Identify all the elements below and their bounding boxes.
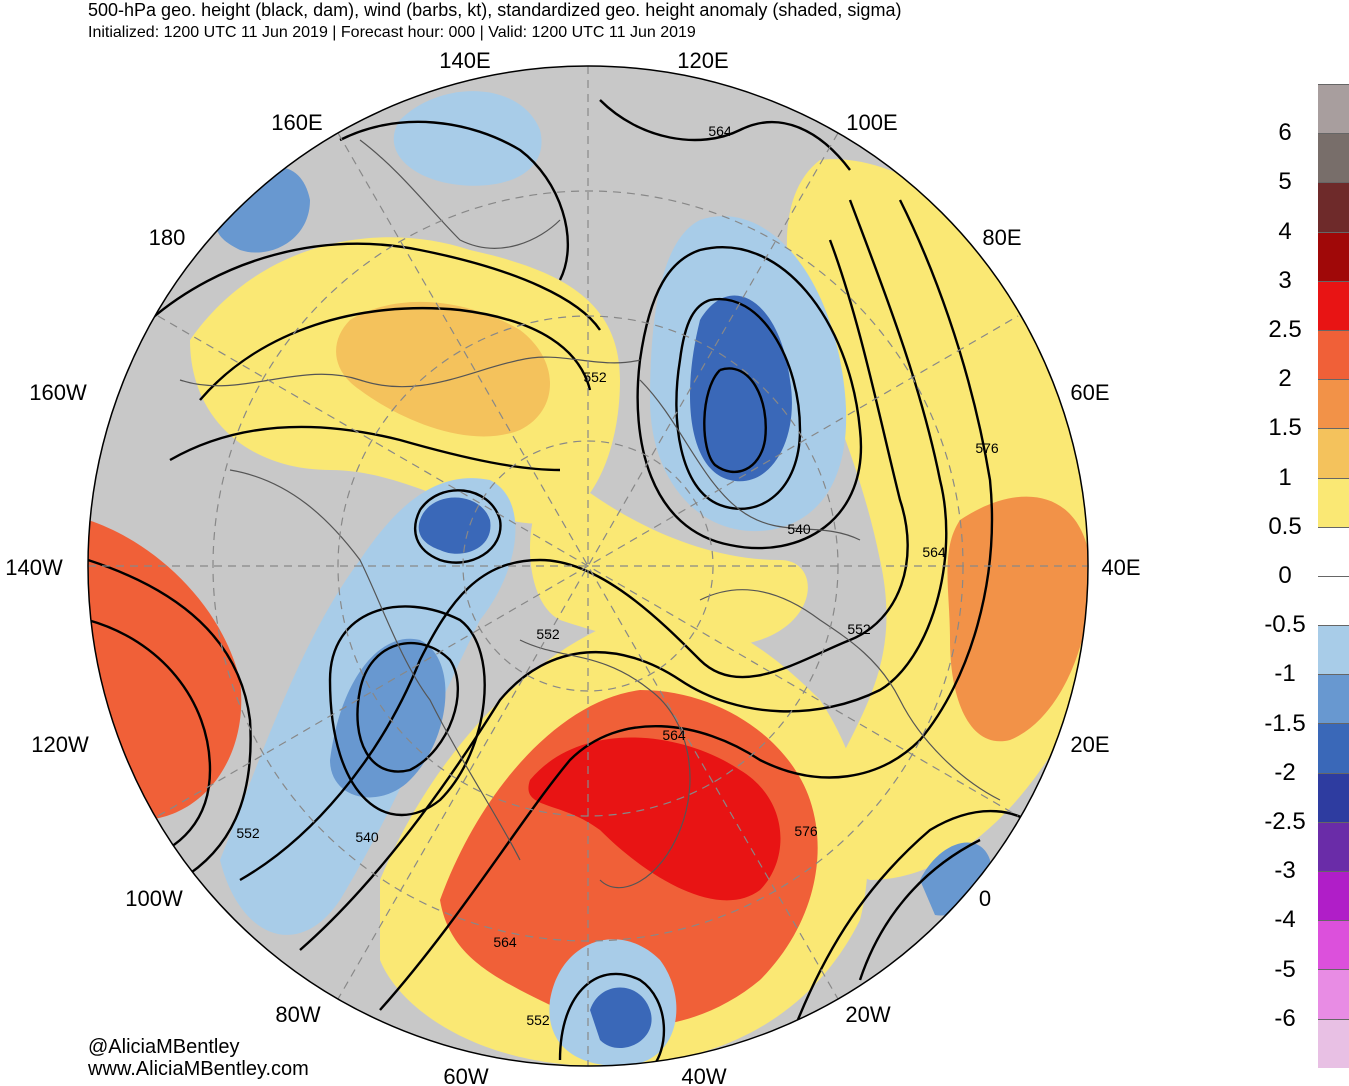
colorbar-label: 1 bbox=[1278, 463, 1292, 491]
map-subtitle: Initialized: 1200 UTC 11 Jun 2019 | Fore… bbox=[88, 24, 696, 41]
anomaly-strong-greenland bbox=[528, 737, 781, 901]
colorbar bbox=[1318, 84, 1349, 1068]
colorbar-swatch bbox=[1318, 182, 1349, 232]
colorbar-swatch bbox=[1318, 969, 1349, 1019]
contour-label: 552 bbox=[236, 825, 260, 841]
colorbar-label: 2.5 bbox=[1268, 316, 1302, 343]
anomaly-positive-pole bbox=[530, 470, 808, 649]
colorbar-label: -2 bbox=[1274, 758, 1296, 786]
contour-label: 564 bbox=[922, 544, 946, 560]
colorbar-label: 6 bbox=[1278, 119, 1292, 147]
colorbar-swatch bbox=[1318, 428, 1349, 478]
anomaly-positive-east bbox=[947, 496, 1088, 742]
graticule bbox=[88, 66, 1088, 1066]
colorbar-swatch bbox=[1318, 920, 1349, 970]
lon-label: 180 bbox=[149, 225, 186, 250]
longitude-labels: 140E 120E 160E 100E 180 80E 160W 60E 140… bbox=[5, 48, 1140, 1086]
anomaly-positive-alaska bbox=[88, 520, 242, 820]
credit-website: www.AliciaMBentley.com bbox=[88, 1058, 309, 1080]
lon-label: 160W bbox=[29, 380, 87, 405]
contour-label: 552 bbox=[583, 369, 607, 385]
map-border bbox=[87, 65, 1089, 1067]
colorbar-swatch bbox=[1318, 1018, 1349, 1068]
anomaly-strong-atlantic bbox=[590, 987, 652, 1049]
map-title: 500-hPa geo. height (black, dam), wind (… bbox=[88, 0, 902, 20]
lon-label: 100E bbox=[846, 110, 897, 135]
lon-label: 100W bbox=[125, 886, 183, 911]
lon-label: 140W bbox=[5, 555, 63, 580]
colorbar-label: 0 bbox=[1278, 562, 1292, 589]
contour-label: 540 bbox=[355, 829, 379, 845]
contour-label: 564 bbox=[662, 727, 686, 743]
colorbar-label: -5 bbox=[1274, 955, 1296, 983]
colorbar-swatch bbox=[1318, 280, 1349, 330]
colorbar-label: 0.5 bbox=[1268, 512, 1302, 540]
lon-label: 160E bbox=[271, 110, 322, 135]
lon-label: 80E bbox=[982, 225, 1021, 250]
contour-label: 540 bbox=[787, 521, 811, 537]
colorbar-label: -1 bbox=[1274, 660, 1296, 688]
colorbar-label: 1.5 bbox=[1268, 414, 1302, 442]
colorbar-swatch bbox=[1318, 526, 1349, 576]
colorbar-swatch bbox=[1318, 575, 1349, 626]
lon-label: 120E bbox=[677, 48, 728, 73]
lon-label: 0 bbox=[979, 886, 991, 911]
map-disk bbox=[88, 66, 1088, 1066]
coastlines bbox=[179, 139, 1001, 889]
colorbar-label: -1.5 bbox=[1264, 709, 1306, 737]
contour-label: 552 bbox=[536, 626, 560, 642]
anomaly-strong-canada bbox=[330, 638, 446, 798]
lon-label: 80W bbox=[275, 1002, 320, 1027]
colorbar-label: 4 bbox=[1278, 217, 1292, 245]
lon-label: 60W bbox=[443, 1064, 488, 1086]
lon-label: 120W bbox=[31, 732, 89, 757]
credit-handle: @AliciaMBentley bbox=[88, 1036, 240, 1058]
colorbar-swatch bbox=[1318, 821, 1349, 871]
colorbar-swatch bbox=[1318, 871, 1349, 921]
lon-label: 140E bbox=[439, 48, 490, 73]
colorbar-swatch bbox=[1318, 723, 1349, 773]
colorbar-swatch bbox=[1318, 231, 1349, 281]
colorbar-swatch bbox=[1318, 674, 1349, 724]
colorbar-label: -6 bbox=[1274, 1004, 1296, 1032]
colorbar-label: -4 bbox=[1274, 906, 1296, 934]
contour-label: 564 bbox=[493, 934, 517, 950]
colorbar-label: -2.5 bbox=[1264, 808, 1306, 835]
colorbar-label: 5 bbox=[1278, 168, 1292, 196]
colorbar-label: 2 bbox=[1278, 365, 1292, 393]
contour-label: 576 bbox=[794, 823, 818, 839]
anomaly-positive-siberia bbox=[336, 301, 550, 437]
colorbar-swatch bbox=[1318, 772, 1349, 822]
colorbar-label: 3 bbox=[1278, 266, 1292, 294]
colorbar-swatch bbox=[1318, 379, 1349, 429]
colorbar-swatch bbox=[1318, 329, 1349, 380]
contour-label: 564 bbox=[708, 123, 732, 139]
contour-label: 576 bbox=[975, 440, 999, 456]
colorbar-label: -0.5 bbox=[1264, 611, 1306, 639]
lon-label: 20E bbox=[1070, 732, 1109, 757]
anomaly-low-center bbox=[418, 497, 491, 554]
colorbar-swatch bbox=[1318, 477, 1349, 527]
height-contours bbox=[88, 99, 1041, 1066]
contour-label: 552 bbox=[847, 621, 871, 637]
contour-label: 552 bbox=[526, 1012, 550, 1028]
colorbar-label: -3 bbox=[1274, 857, 1296, 885]
contour-labels: 564 552 576 540 564 552 552 564 576 552 … bbox=[236, 123, 999, 1028]
lon-label: 60E bbox=[1070, 380, 1109, 405]
colorbar-swatch bbox=[1318, 84, 1349, 134]
anomaly-negative-pacific bbox=[393, 91, 542, 186]
colorbar-swatch bbox=[1318, 625, 1349, 675]
lon-label: 40E bbox=[1101, 555, 1140, 580]
colorbar-swatch bbox=[1318, 133, 1349, 183]
lon-label: 40W bbox=[681, 1064, 726, 1086]
lon-label: 20W bbox=[845, 1002, 890, 1027]
